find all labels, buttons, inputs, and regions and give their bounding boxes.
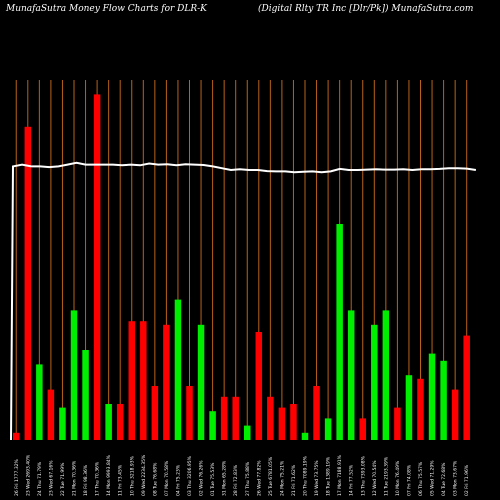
x-tick-label: 07 Fri 74.08%	[406, 464, 412, 496]
money-flow-bar	[197, 324, 205, 440]
money-flow-bar	[301, 432, 309, 440]
money-flow-bar	[209, 411, 216, 440]
money-flow-bar	[105, 404, 112, 440]
x-tick-label: 04 Fri 75.23%	[175, 464, 181, 496]
money-flow-bar	[313, 386, 320, 440]
x-tick-label: 23 Wed 2693.40%	[25, 454, 31, 496]
money-flow-bar	[359, 418, 366, 440]
chart-title: MunafaSutra Money Flow Charts for DLR-K	[5, 4, 208, 14]
x-tick-label: 04 Tue 72.68%	[441, 462, 447, 496]
money-flow-bars	[13, 94, 470, 441]
x-tick-label: 23 Wed 67.16%	[48, 460, 54, 496]
x-tick-label: 24 Thu 71.79%	[37, 461, 43, 496]
x-tick-label: 19 Wed 73.75%	[314, 460, 320, 496]
money-flow-bar	[371, 324, 378, 440]
money-flow-bar	[140, 321, 147, 440]
money-flow-bar	[116, 404, 124, 440]
x-tick-label: 03 Thu 3206.95%	[187, 455, 193, 496]
x-tick-label: 22 Tue 71.99%	[60, 462, 66, 496]
money-flow-bar	[451, 389, 459, 440]
x-tick-label: 09 Wed 2234.35%	[141, 454, 147, 496]
money-flow-bar	[128, 321, 135, 440]
money-flow-bar	[244, 425, 251, 440]
x-tick-label: 10 Mon 76.49%	[395, 460, 401, 496]
money-flow-bar	[255, 332, 263, 440]
x-tick-label: 17 Thu 70.36%	[95, 461, 101, 496]
x-tick-label: 25 Tue 6781.05%	[268, 456, 274, 496]
x-tick-label: 11 Tue 2193.39%	[383, 456, 389, 496]
x-tick-label: 06 Thu 75.57%	[418, 461, 424, 496]
money-flow-bar	[428, 353, 436, 440]
money-flow-bar	[186, 386, 193, 440]
x-tick-label: 14 Fri 77.52%	[349, 464, 355, 496]
money-flow-bar	[24, 126, 32, 441]
x-tick-label: 11 Fri 73.45%	[118, 464, 124, 496]
money-flow-bar	[70, 310, 78, 440]
money-flow-bar	[394, 407, 401, 440]
money-flow-bar	[151, 386, 159, 440]
x-tick-label: 24 Mon 75.21%	[279, 460, 285, 496]
money-flow-bar	[382, 310, 390, 440]
money-flow-bar	[82, 350, 89, 440]
money-flow-bar	[267, 396, 274, 440]
x-tick-label: 17 Mon 7188.91%	[337, 454, 343, 496]
x-tick-label: 21 Fri 71.62%	[291, 464, 297, 496]
money-flow-bar	[93, 94, 101, 441]
money-flow-bar	[59, 407, 66, 440]
money-flow-bar	[463, 335, 470, 440]
money-flow-bar	[278, 407, 286, 440]
money-flow-bar	[440, 360, 447, 440]
x-tick-label: 03 Mon 73.67%	[453, 460, 459, 496]
money-flow-bar	[417, 378, 424, 440]
x-tick-label: 01 Tue 75.53%	[210, 462, 216, 496]
x-tick-label: 28 Fri 72.83%	[233, 464, 239, 496]
money-flow-bar	[232, 396, 239, 440]
x-tick-label: 18 Tue 1389.19%	[326, 456, 332, 496]
money-flow-bar	[290, 404, 297, 440]
x-tick-label: 10 Thu 3218.93%	[129, 455, 135, 496]
x-tick-label: 31 Mon 65.28%	[222, 460, 228, 496]
money-flow-bar	[347, 310, 355, 440]
x-tick-label: 18 Fri 98.36%	[83, 464, 89, 496]
chart-subtitle: (Digital Rlty TR Inc [Dlr/Pk]) MunafaSut…	[258, 3, 473, 14]
x-tick-label: 13 Thu 7393.08%	[360, 455, 366, 496]
money-flow-bar	[13, 432, 20, 440]
money-flow-bar	[47, 389, 55, 440]
x-tick-label: 07 Mon 70.58%	[164, 460, 170, 496]
money-flow-bar	[174, 299, 182, 440]
x-tick-label: 08 Tue 76.68%	[152, 462, 158, 496]
x-tick-label: 20 Thu 7089.19%	[303, 455, 309, 496]
x-tick-label: 05 Wed 71.29%	[430, 460, 436, 496]
x-tick-label: 12 Wed 70.54%	[372, 460, 378, 496]
price-line	[10, 161, 477, 441]
x-tick-label: 14 Mon 9993.84%	[106, 454, 112, 496]
money-flow-bar	[324, 418, 332, 440]
money-flow-bar	[163, 324, 170, 440]
x-tick-label: 26 Fri 1777.32%	[14, 458, 20, 496]
x-tick-label: 27 Thu 75.88%	[245, 461, 251, 496]
money-flow-bar	[405, 375, 413, 440]
money-flow-bar	[220, 396, 228, 440]
x-tick-label: 02 Fri 71.96%	[464, 464, 470, 496]
money-flow-bar	[36, 364, 43, 440]
x-tick-label: 21 Mon 70.36%	[72, 460, 78, 496]
x-tick-label: 02 Wed 76.26%	[199, 460, 205, 496]
x-axis-labels: 26 Fri 1777.32% 23 Wed 2693.40% 24 Thu 71.…	[14, 454, 470, 496]
x-tick-label: 26 Wed 77.82%	[256, 460, 262, 496]
money-flow-bar	[336, 224, 343, 440]
